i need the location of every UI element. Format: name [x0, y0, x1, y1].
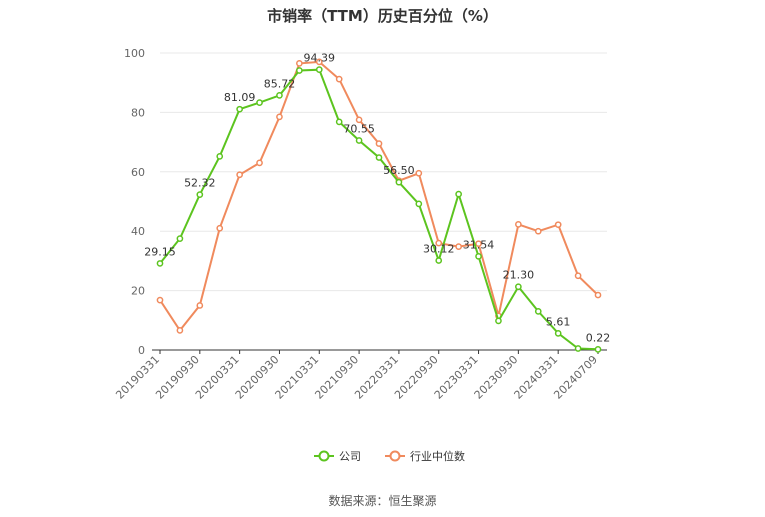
data-label: 29.15: [144, 245, 176, 258]
company-point: [415, 200, 423, 208]
industry-point: [594, 291, 602, 299]
industry-point: [256, 159, 263, 167]
industry-point: [156, 296, 164, 304]
data-label: 85.72: [264, 77, 296, 90]
industry-point: [176, 327, 184, 334]
company-point: [594, 345, 602, 353]
industry-point: [435, 239, 443, 247]
company-point: [455, 190, 462, 198]
industry-point: [236, 171, 243, 179]
company-point: [395, 178, 403, 186]
chart-title: 市销率（TTM）历史百分位（%）: [267, 7, 498, 25]
data-label: 56.50: [383, 164, 415, 177]
data-label: 70.55: [343, 122, 375, 135]
data-label: 0.22: [586, 331, 611, 344]
legend: 公司 行业中位数: [314, 449, 465, 463]
y-axis: 0 20 40 60 80 100: [124, 47, 145, 357]
legend-marker: [318, 450, 330, 462]
company-point: [236, 105, 243, 113]
data-labels: 29.15 52.32 81.09 85.72 94.39 70.55 56.50 30.12…: [144, 52, 610, 345]
company-point: [216, 153, 224, 160]
company-point: [296, 67, 303, 74]
industry-point: [475, 240, 482, 248]
industry-point: [296, 60, 303, 67]
x-tick-label: 20240709: [551, 353, 600, 402]
company-point: [355, 137, 363, 144]
y-tick-label: 40: [131, 225, 145, 238]
industry-point: [515, 221, 522, 228]
industry-point: [415, 169, 423, 177]
legend-label: 公司: [339, 450, 361, 463]
company-point: [495, 317, 502, 325]
grid-lines: [160, 52, 607, 292]
data-source: 数据来源：恒生聚源: [328, 494, 437, 508]
y-tick-label: 60: [131, 166, 145, 179]
industry-point: [455, 243, 462, 250]
company-point: [256, 99, 263, 106]
y-tick-label: 0: [138, 344, 145, 357]
x-axis: 2019033120190930202003312020093020210331…: [113, 349, 607, 402]
company-point: [335, 118, 343, 126]
industry-point: [355, 116, 363, 124]
industry-point: [276, 113, 283, 121]
company-point: [196, 191, 204, 198]
company-point: [435, 257, 443, 264]
industry-point: [315, 58, 323, 66]
company-point: [475, 252, 482, 260]
data-label: 94.39: [304, 52, 336, 65]
y-tick-label: 20: [131, 285, 145, 298]
data-label: 5.61: [546, 315, 571, 328]
data-label: 30.12: [423, 243, 455, 256]
company-point: [554, 329, 562, 337]
company-point: [176, 235, 184, 242]
industry-point: [534, 227, 542, 235]
legend-marker: [389, 450, 401, 462]
industry-point: [554, 221, 562, 229]
series-lines: [156, 58, 602, 353]
industry-point: [375, 140, 383, 147]
company-point: [276, 92, 283, 99]
y-tick-label: 80: [131, 106, 145, 119]
data-label: 31.54: [463, 238, 495, 251]
company-point: [375, 154, 383, 161]
company-point: [515, 283, 522, 291]
company-point: [156, 260, 164, 267]
company-point: [315, 66, 323, 74]
data-label: 21.30: [503, 269, 535, 282]
company-point: [534, 308, 542, 315]
industry-point: [335, 75, 343, 83]
industry-point: [216, 224, 224, 232]
data-label: 52.32: [184, 177, 216, 190]
company-point: [574, 345, 582, 352]
industry-point: [196, 302, 204, 309]
y-tick-label: 100: [124, 47, 145, 60]
industry-point: [574, 272, 582, 280]
legend-label: 行业中位数: [410, 449, 465, 463]
data-label: 81.09: [224, 91, 256, 104]
